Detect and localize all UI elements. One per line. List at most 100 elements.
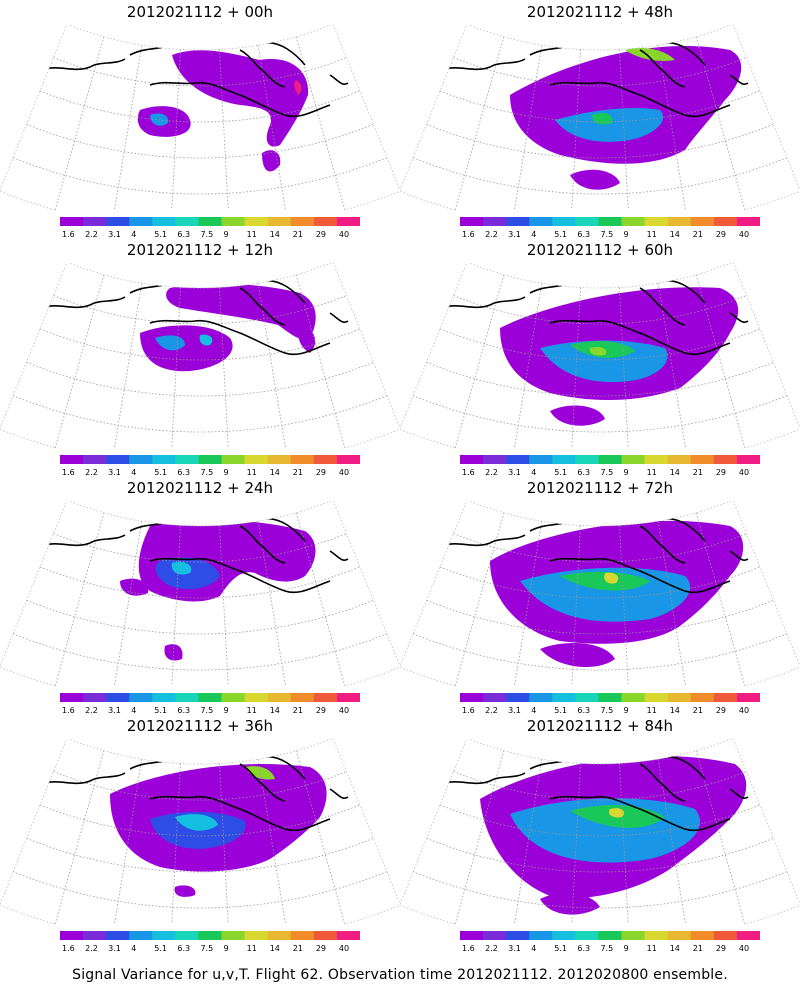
latitude-gridline [39, 566, 361, 599]
colorbar-label: 1.6 [462, 230, 475, 239]
colorbar-label: 29 [316, 230, 326, 239]
colorbar-label: 11 [647, 706, 657, 715]
colorbar-label: 40 [339, 944, 349, 953]
colorbar-swatch [106, 217, 130, 226]
colorbar-swatch [83, 693, 107, 702]
latitude-gridline [53, 57, 347, 87]
colorbar-label: 11 [647, 468, 657, 477]
colorbar: 1.6 2.2 3.1 4 5.1 6.3 7.5 9 11 14 21 29 40 [60, 693, 360, 715]
colorbar-label: 9 [224, 230, 229, 239]
colorbar-label: 29 [316, 468, 326, 477]
colorbar-swatch [267, 217, 292, 226]
colorbar-label: 14 [670, 944, 680, 953]
colorbar-label: 5.1 [554, 230, 567, 239]
colorbar: 1.6 2.2 3.1 4 5.1 6.3 7.5 9 11 14 21 29 40 [460, 217, 760, 239]
colorbar-label: 40 [739, 230, 749, 239]
field-contour [560, 571, 650, 591]
colorbar-swatch [83, 217, 107, 226]
field-contour [540, 643, 615, 668]
colorbar-label: 21 [693, 706, 703, 715]
field-contour [555, 108, 664, 142]
colorbar-swatch [506, 693, 530, 702]
colorbar-label: 5.1 [554, 706, 567, 715]
colorbar-swatch [621, 217, 646, 226]
colorbar-swatch [552, 931, 576, 940]
colorbar-swatch [244, 217, 269, 226]
colorbar-swatch [529, 931, 553, 940]
colorbar-swatch [290, 217, 315, 226]
latitude-gridline [12, 157, 388, 195]
field-contour [175, 814, 218, 831]
latitude-gridline [439, 804, 761, 837]
field-contour [604, 572, 619, 584]
polar-map [0, 501, 400, 686]
colorbar-label: 11 [647, 944, 657, 953]
colorbar-label: 29 [716, 706, 726, 715]
latitude-gridline [453, 533, 747, 563]
field-contour [540, 340, 668, 383]
colorbar-swatch [644, 217, 669, 226]
colorbar-label: 2.2 [485, 706, 498, 715]
polar-map [400, 263, 800, 448]
colorbar-label: 11 [247, 706, 257, 715]
map-panel: 2012021112 + 12h 1.6 2.2 3.1 4 5.1 6.3 7.5 9 11 14… [0, 233, 400, 483]
colorbar-label: 9 [224, 468, 229, 477]
colorbar-label: 7.5 [200, 468, 213, 477]
colorbar-label: 4 [131, 230, 136, 239]
colorbar-label: 40 [339, 468, 349, 477]
colorbar-swatch [198, 217, 223, 226]
colorbar-swatch [290, 455, 315, 464]
colorbar-label: 21 [693, 230, 703, 239]
colorbar-swatch [690, 217, 715, 226]
longitude-gridline [54, 274, 105, 448]
longitude-gridline [111, 283, 143, 448]
colorbar-swatch [713, 931, 738, 940]
field-contour [570, 169, 620, 190]
latitude-gridline [453, 771, 747, 801]
colorbar-label: 11 [247, 230, 257, 239]
colorbar-swatch [529, 217, 553, 226]
colorbar-label: 3.1 [108, 944, 121, 953]
colorbar-label: 7.5 [600, 230, 613, 239]
colorbar-label: 40 [339, 706, 349, 715]
colorbar-label: 4 [531, 944, 536, 953]
colorbar-swatch [175, 693, 199, 702]
figure-caption: Signal Variance for u,v,T. Flight 62. Ob… [72, 967, 728, 983]
colorbar-label: 11 [647, 230, 657, 239]
colorbar-swatch [506, 217, 530, 226]
colorbar-swatch [621, 693, 646, 702]
colorbar-label: 2.2 [85, 230, 98, 239]
field-contour [262, 150, 281, 172]
colorbar-label: 6.3 [577, 944, 590, 953]
colorbar-swatch [129, 455, 153, 464]
colorbar-swatch [83, 931, 107, 940]
colorbar-swatch [198, 455, 223, 464]
colorbar-swatch [644, 693, 669, 702]
latitude-gridline [53, 533, 347, 563]
colorbar-label: 1.6 [62, 944, 75, 953]
colorbar-label: 14 [270, 706, 280, 715]
colorbar-swatch [667, 693, 692, 702]
colorbar-label: 3.1 [508, 468, 521, 477]
latitude-gridline [53, 771, 347, 801]
colorbar-swatch [529, 455, 553, 464]
colorbar-swatch [60, 217, 84, 226]
latitude-gridline [53, 295, 347, 325]
colorbar-swatch [336, 217, 360, 226]
field-contour [294, 80, 302, 95]
colorbar-label: 7.5 [600, 468, 613, 477]
colorbar-label: 40 [339, 230, 349, 239]
longitude-gridline [111, 45, 143, 210]
colorbar-swatch [621, 931, 646, 940]
colorbar-label: 9 [224, 706, 229, 715]
panel-title: 2012021112 + 12h [126, 241, 274, 259]
latitude-gridline [39, 90, 361, 123]
map-panel: 2012021112 + 48h 1.6 2.2 3.1 4 5.1 6.3 7.5 9 11 14… [400, 0, 800, 245]
polar-map [400, 501, 800, 686]
colorbar-label: 9 [624, 706, 629, 715]
colorbar-label: 9 [624, 944, 629, 953]
colorbar-label: 14 [270, 468, 280, 477]
colorbar-label: 3.1 [108, 706, 121, 715]
colorbar-label: 14 [670, 706, 680, 715]
colorbar-label: 21 [293, 944, 303, 953]
